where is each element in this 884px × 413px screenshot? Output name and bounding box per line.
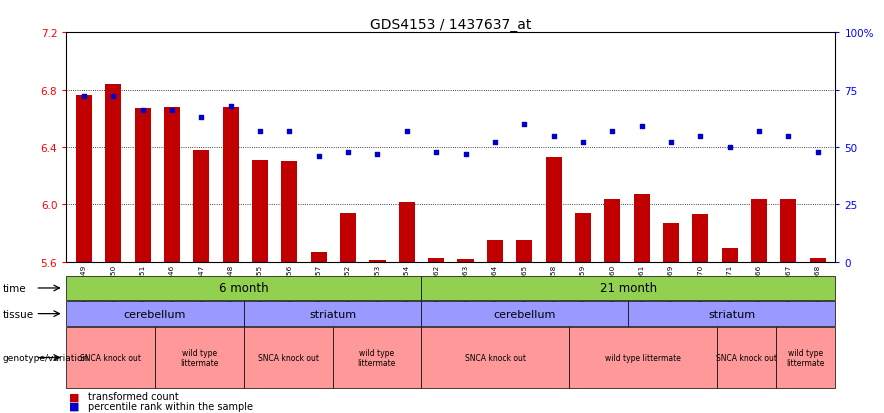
Point [459, 151, 473, 158]
Point [370, 151, 385, 158]
Text: tissue: tissue [3, 309, 34, 319]
Bar [516, 241, 532, 262]
Bar [487, 241, 503, 262]
Bar [575, 214, 591, 262]
Point [341, 149, 355, 156]
Text: SNCA knock out: SNCA knock out [716, 353, 777, 362]
Bar [310, 252, 327, 262]
Point [165, 108, 179, 114]
Text: wild type
littermate: wild type littermate [358, 348, 396, 367]
Point [194, 114, 209, 121]
Point [517, 121, 531, 128]
Point [135, 108, 149, 114]
Bar [194, 150, 210, 262]
Point [811, 149, 825, 156]
Point [77, 94, 91, 100]
Text: SNCA knock out: SNCA knock out [80, 353, 141, 362]
Point [606, 128, 620, 135]
Point [635, 124, 649, 131]
Point [752, 128, 766, 135]
Bar [134, 109, 150, 262]
Point [400, 128, 414, 135]
Text: 21 month: 21 month [599, 282, 657, 295]
Text: ■: ■ [69, 401, 80, 411]
Bar [252, 161, 268, 262]
Bar [545, 158, 561, 262]
Text: percentile rank within the sample: percentile rank within the sample [88, 401, 254, 411]
Bar [281, 162, 297, 262]
Text: SNCA knock out: SNCA knock out [465, 353, 526, 362]
Text: transformed count: transformed count [88, 392, 179, 401]
Text: 6 month: 6 month [219, 282, 269, 295]
Point [693, 133, 707, 140]
Bar [692, 215, 708, 262]
Text: cerebellum: cerebellum [124, 309, 187, 319]
Bar [370, 261, 385, 262]
Text: wild type
littermate: wild type littermate [180, 348, 218, 367]
Bar [399, 202, 415, 262]
Text: striatum: striatum [309, 309, 356, 319]
Point [488, 140, 502, 146]
Text: cerebellum: cerebellum [493, 309, 556, 319]
Point [106, 94, 120, 100]
Point [282, 128, 296, 135]
Bar [428, 258, 445, 262]
Text: striatum: striatum [708, 309, 756, 319]
Text: SNCA knock out: SNCA knock out [257, 353, 318, 362]
Bar [605, 199, 621, 262]
Bar [721, 248, 738, 262]
Point [575, 140, 590, 146]
Text: ■: ■ [69, 392, 80, 401]
Bar [663, 223, 679, 262]
Bar [751, 199, 767, 262]
Bar [457, 259, 474, 262]
Point [546, 133, 560, 140]
Bar [340, 214, 356, 262]
Point [253, 128, 267, 135]
Bar [223, 107, 239, 262]
Point [224, 103, 238, 110]
Text: time: time [3, 283, 27, 293]
Text: genotype/variation: genotype/variation [3, 353, 89, 362]
Text: wild type
littermate: wild type littermate [787, 348, 825, 367]
Point [781, 133, 796, 140]
Point [312, 154, 326, 160]
Text: wild type littermate: wild type littermate [606, 353, 681, 362]
Point [664, 140, 678, 146]
Bar [810, 258, 826, 262]
Bar [634, 195, 650, 262]
Bar [76, 96, 92, 262]
Bar [781, 199, 796, 262]
Bar [164, 107, 180, 262]
Bar [105, 85, 121, 262]
Point [429, 149, 443, 156]
Point [722, 145, 736, 151]
Title: GDS4153 / 1437637_at: GDS4153 / 1437637_at [370, 18, 531, 32]
